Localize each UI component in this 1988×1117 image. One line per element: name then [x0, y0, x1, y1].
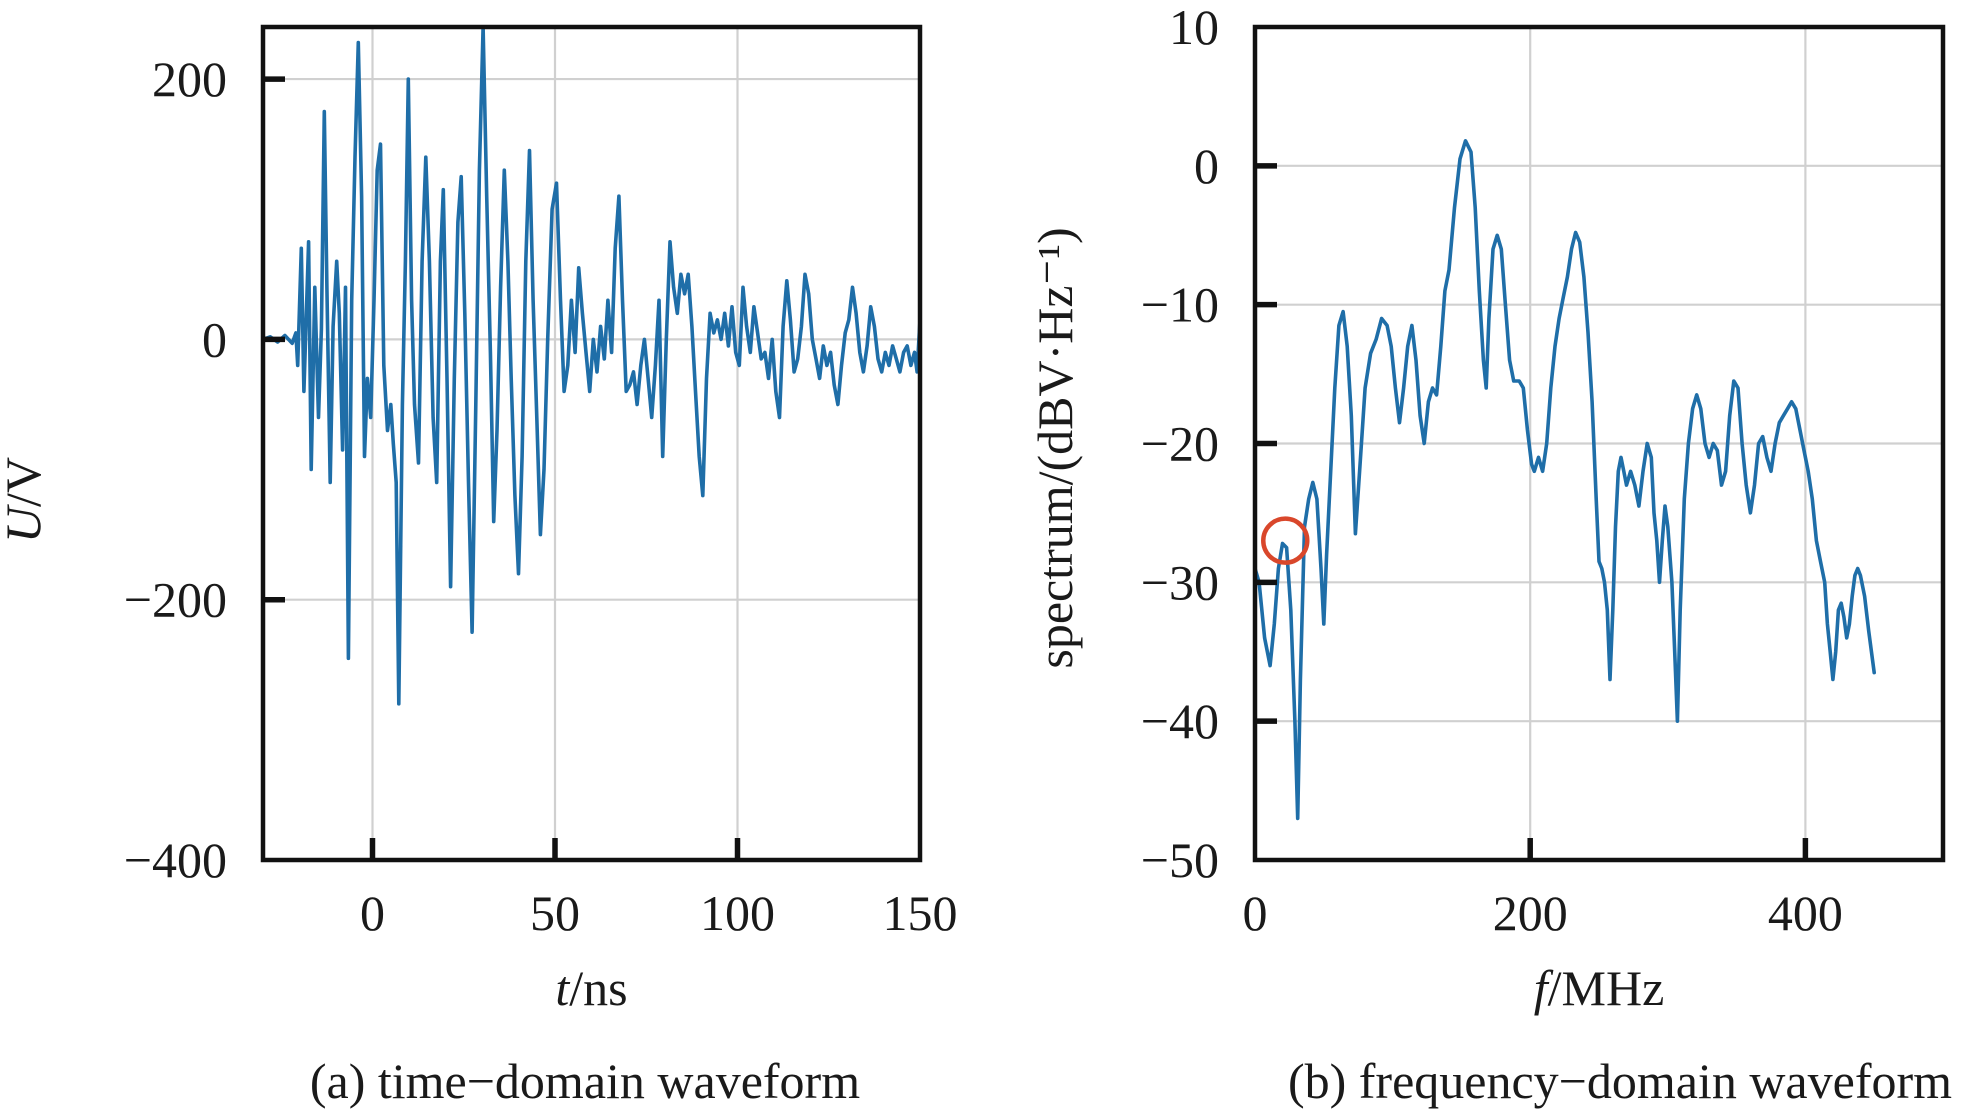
- x-axis-unit: /MHz: [1548, 960, 1665, 1016]
- x-tick-label-400: 400: [1768, 885, 1843, 941]
- panel-b-frequency-domain-chart: 0 200 400 10 0 −10 −20 −30 −40 −50 f/MHz spectrum/(…: [1027, 0, 1952, 1109]
- x-tick-label-0: 0: [360, 885, 385, 941]
- y-tick-label-−200: −200: [124, 572, 227, 628]
- y-tick-label-−20: −20: [1141, 416, 1219, 472]
- y-tick-label-−400: −400: [124, 832, 227, 888]
- highlight-marker-circle: [1261, 516, 1310, 565]
- series-line-a-0: [263, 27, 920, 706]
- y-tick-label-−10: −10: [1141, 277, 1219, 333]
- y-axis-variable: U: [0, 504, 51, 543]
- y-tick-label-200: 200: [152, 51, 227, 107]
- y-tick-label-0: 0: [1194, 138, 1219, 194]
- y-tick-label-−40: −40: [1141, 693, 1219, 749]
- caption-b: (b) frequency−domain waveform: [1288, 1053, 1952, 1109]
- caption-a: (a) time−domain waveform: [310, 1053, 860, 1109]
- x-tick-label-100: 100: [700, 885, 775, 941]
- y-axis-unit: spectrum/(dBV·Hz⁻¹): [1027, 227, 1083, 668]
- y-axis-label-a: U/V: [0, 457, 51, 543]
- x-tick-label-150: 150: [883, 885, 958, 941]
- y-axis-unit: /V: [0, 457, 51, 507]
- panel-a-time-domain-chart: 0 50 100 150 200 0 −200 −400 t/ns U/V (a) time−dom…: [0, 24, 958, 1109]
- y-tick-label-−50: −50: [1141, 832, 1219, 888]
- x-axis-unit: /ns: [569, 960, 627, 1016]
- plot-frame-a: [260, 24, 923, 863]
- x-axis-label-b: f/MHz: [1534, 960, 1665, 1016]
- x-tick-label-200: 200: [1493, 885, 1568, 941]
- y-axis-label-b: spectrum/(dBV·Hz⁻¹): [1027, 227, 1083, 668]
- y-tick-label-0: 0: [202, 311, 227, 367]
- x-tick-label-0: 0: [1243, 885, 1268, 941]
- x-axis-label-a: t/ns: [555, 960, 627, 1016]
- x-tick-label-50: 50: [530, 885, 580, 941]
- x-axis-variable: t: [555, 960, 570, 1016]
- y-tick-label-10: 10: [1169, 0, 1219, 55]
- series-line-b-0: [1255, 139, 1876, 821]
- y-tick-label-−30: −30: [1141, 554, 1219, 610]
